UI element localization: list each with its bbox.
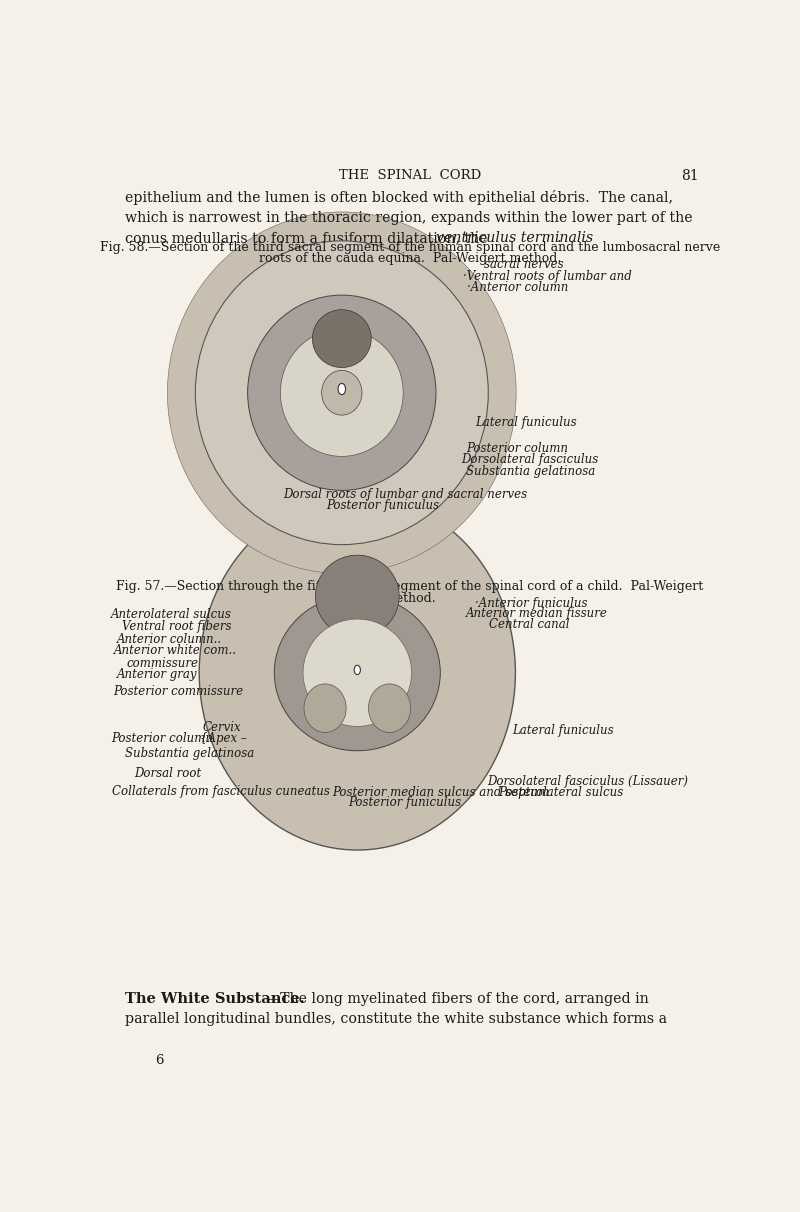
Ellipse shape <box>281 330 403 457</box>
Ellipse shape <box>303 619 411 726</box>
Text: Fig. 58.—Section of the third sacral segment of the human spinal cord and the lu: Fig. 58.—Section of the third sacral seg… <box>100 241 720 253</box>
Text: method.: method. <box>384 591 436 605</box>
Text: Substantia gelatinosa: Substantia gelatinosa <box>125 748 254 760</box>
Text: .: . <box>556 231 561 245</box>
Text: Anterior column..: Anterior column.. <box>118 633 222 646</box>
Text: Dorsolateral fasciculus (Lissauer): Dorsolateral fasciculus (Lissauer) <box>487 776 689 789</box>
Text: {Apex –: {Apex – <box>201 732 247 744</box>
Text: Substantia gelatinosa: Substantia gelatinosa <box>466 464 595 478</box>
Ellipse shape <box>312 310 371 367</box>
Text: ventriculus terminalis: ventriculus terminalis <box>436 231 593 245</box>
Text: ·Ventral roots of lumbar and: ·Ventral roots of lumbar and <box>462 269 631 282</box>
Text: THE  SPINAL  CORD: THE SPINAL CORD <box>339 168 481 182</box>
Text: Lateral funiculus: Lateral funiculus <box>512 724 614 737</box>
Text: Anterolateral sulcus: Anterolateral sulcus <box>111 608 232 622</box>
Text: Posterior commissure: Posterior commissure <box>114 685 244 698</box>
Text: The White Substance.: The White Substance. <box>125 991 305 1006</box>
Text: sacral nerves: sacral nerves <box>485 258 564 271</box>
Text: 6: 6 <box>154 1054 163 1068</box>
Text: Ventral root fibers: Ventral root fibers <box>122 621 231 634</box>
Text: 81: 81 <box>681 168 698 183</box>
Text: Anterior gray: Anterior gray <box>118 668 198 681</box>
Text: Lateral funiculus: Lateral funiculus <box>475 416 577 429</box>
Ellipse shape <box>304 684 346 732</box>
Text: Cervix: Cervix <box>202 721 241 734</box>
Text: Fig. 57.—Section through the fifth lumbar segment of the spinal cord of a child.: Fig. 57.—Section through the fifth lumba… <box>116 581 704 594</box>
Ellipse shape <box>195 241 488 544</box>
Ellipse shape <box>248 295 436 491</box>
Text: Posterior median sulcus and septum: Posterior median sulcus and septum <box>333 785 550 799</box>
Text: ·Anterior funiculus: ·Anterior funiculus <box>475 598 587 610</box>
Text: commissure: commissure <box>126 657 198 670</box>
Text: Anterior median fissure: Anterior median fissure <box>466 607 608 621</box>
Text: ·Anterior column: ·Anterior column <box>467 281 569 293</box>
Ellipse shape <box>199 496 515 850</box>
Circle shape <box>354 665 361 675</box>
Ellipse shape <box>369 684 410 732</box>
Text: Anterior white com..: Anterior white com.. <box>114 644 237 657</box>
Text: Posterior column: Posterior column <box>466 442 568 456</box>
Text: Collaterals from fasciculus cuneatus: Collaterals from fasciculus cuneatus <box>112 784 330 797</box>
Text: Dorsal roots of lumbar and sacral nerves: Dorsal roots of lumbar and sacral nerves <box>283 488 527 501</box>
Text: Dorsal root: Dorsal root <box>134 767 202 781</box>
Text: which is narrowest in the thoracic region, expands within the lower part of the: which is narrowest in the thoracic regio… <box>125 211 693 224</box>
Ellipse shape <box>322 371 362 416</box>
Circle shape <box>338 383 346 395</box>
Text: —The long myelinated fibers of the cord, arranged in: —The long myelinated fibers of the cord,… <box>266 991 649 1006</box>
Text: Posterior funiculus: Posterior funiculus <box>326 499 439 513</box>
Ellipse shape <box>315 555 399 638</box>
Text: epithelium and the lumen is often blocked with epithelial débris.  The canal,: epithelium and the lumen is often blocke… <box>125 190 673 205</box>
Ellipse shape <box>274 595 440 750</box>
Text: Posterior funiculus: Posterior funiculus <box>348 796 461 808</box>
Text: parallel longitudinal bundles, constitute the white substance which forms a: parallel longitudinal bundles, constitut… <box>125 1012 666 1027</box>
Ellipse shape <box>167 212 516 573</box>
Text: Central canal: Central canal <box>490 618 570 630</box>
Text: conus medullaris to form a fusiform dilatation, the: conus medullaris to form a fusiform dila… <box>125 231 492 245</box>
Text: roots of the cauda equina.  Pal-Weigert method.: roots of the cauda equina. Pal-Weigert m… <box>259 252 561 265</box>
Text: Dorsolateral fasciculus: Dorsolateral fasciculus <box>462 453 598 467</box>
Text: Posterolateral sulcus: Posterolateral sulcus <box>498 785 623 799</box>
Text: Posterior column: Posterior column <box>111 732 213 744</box>
